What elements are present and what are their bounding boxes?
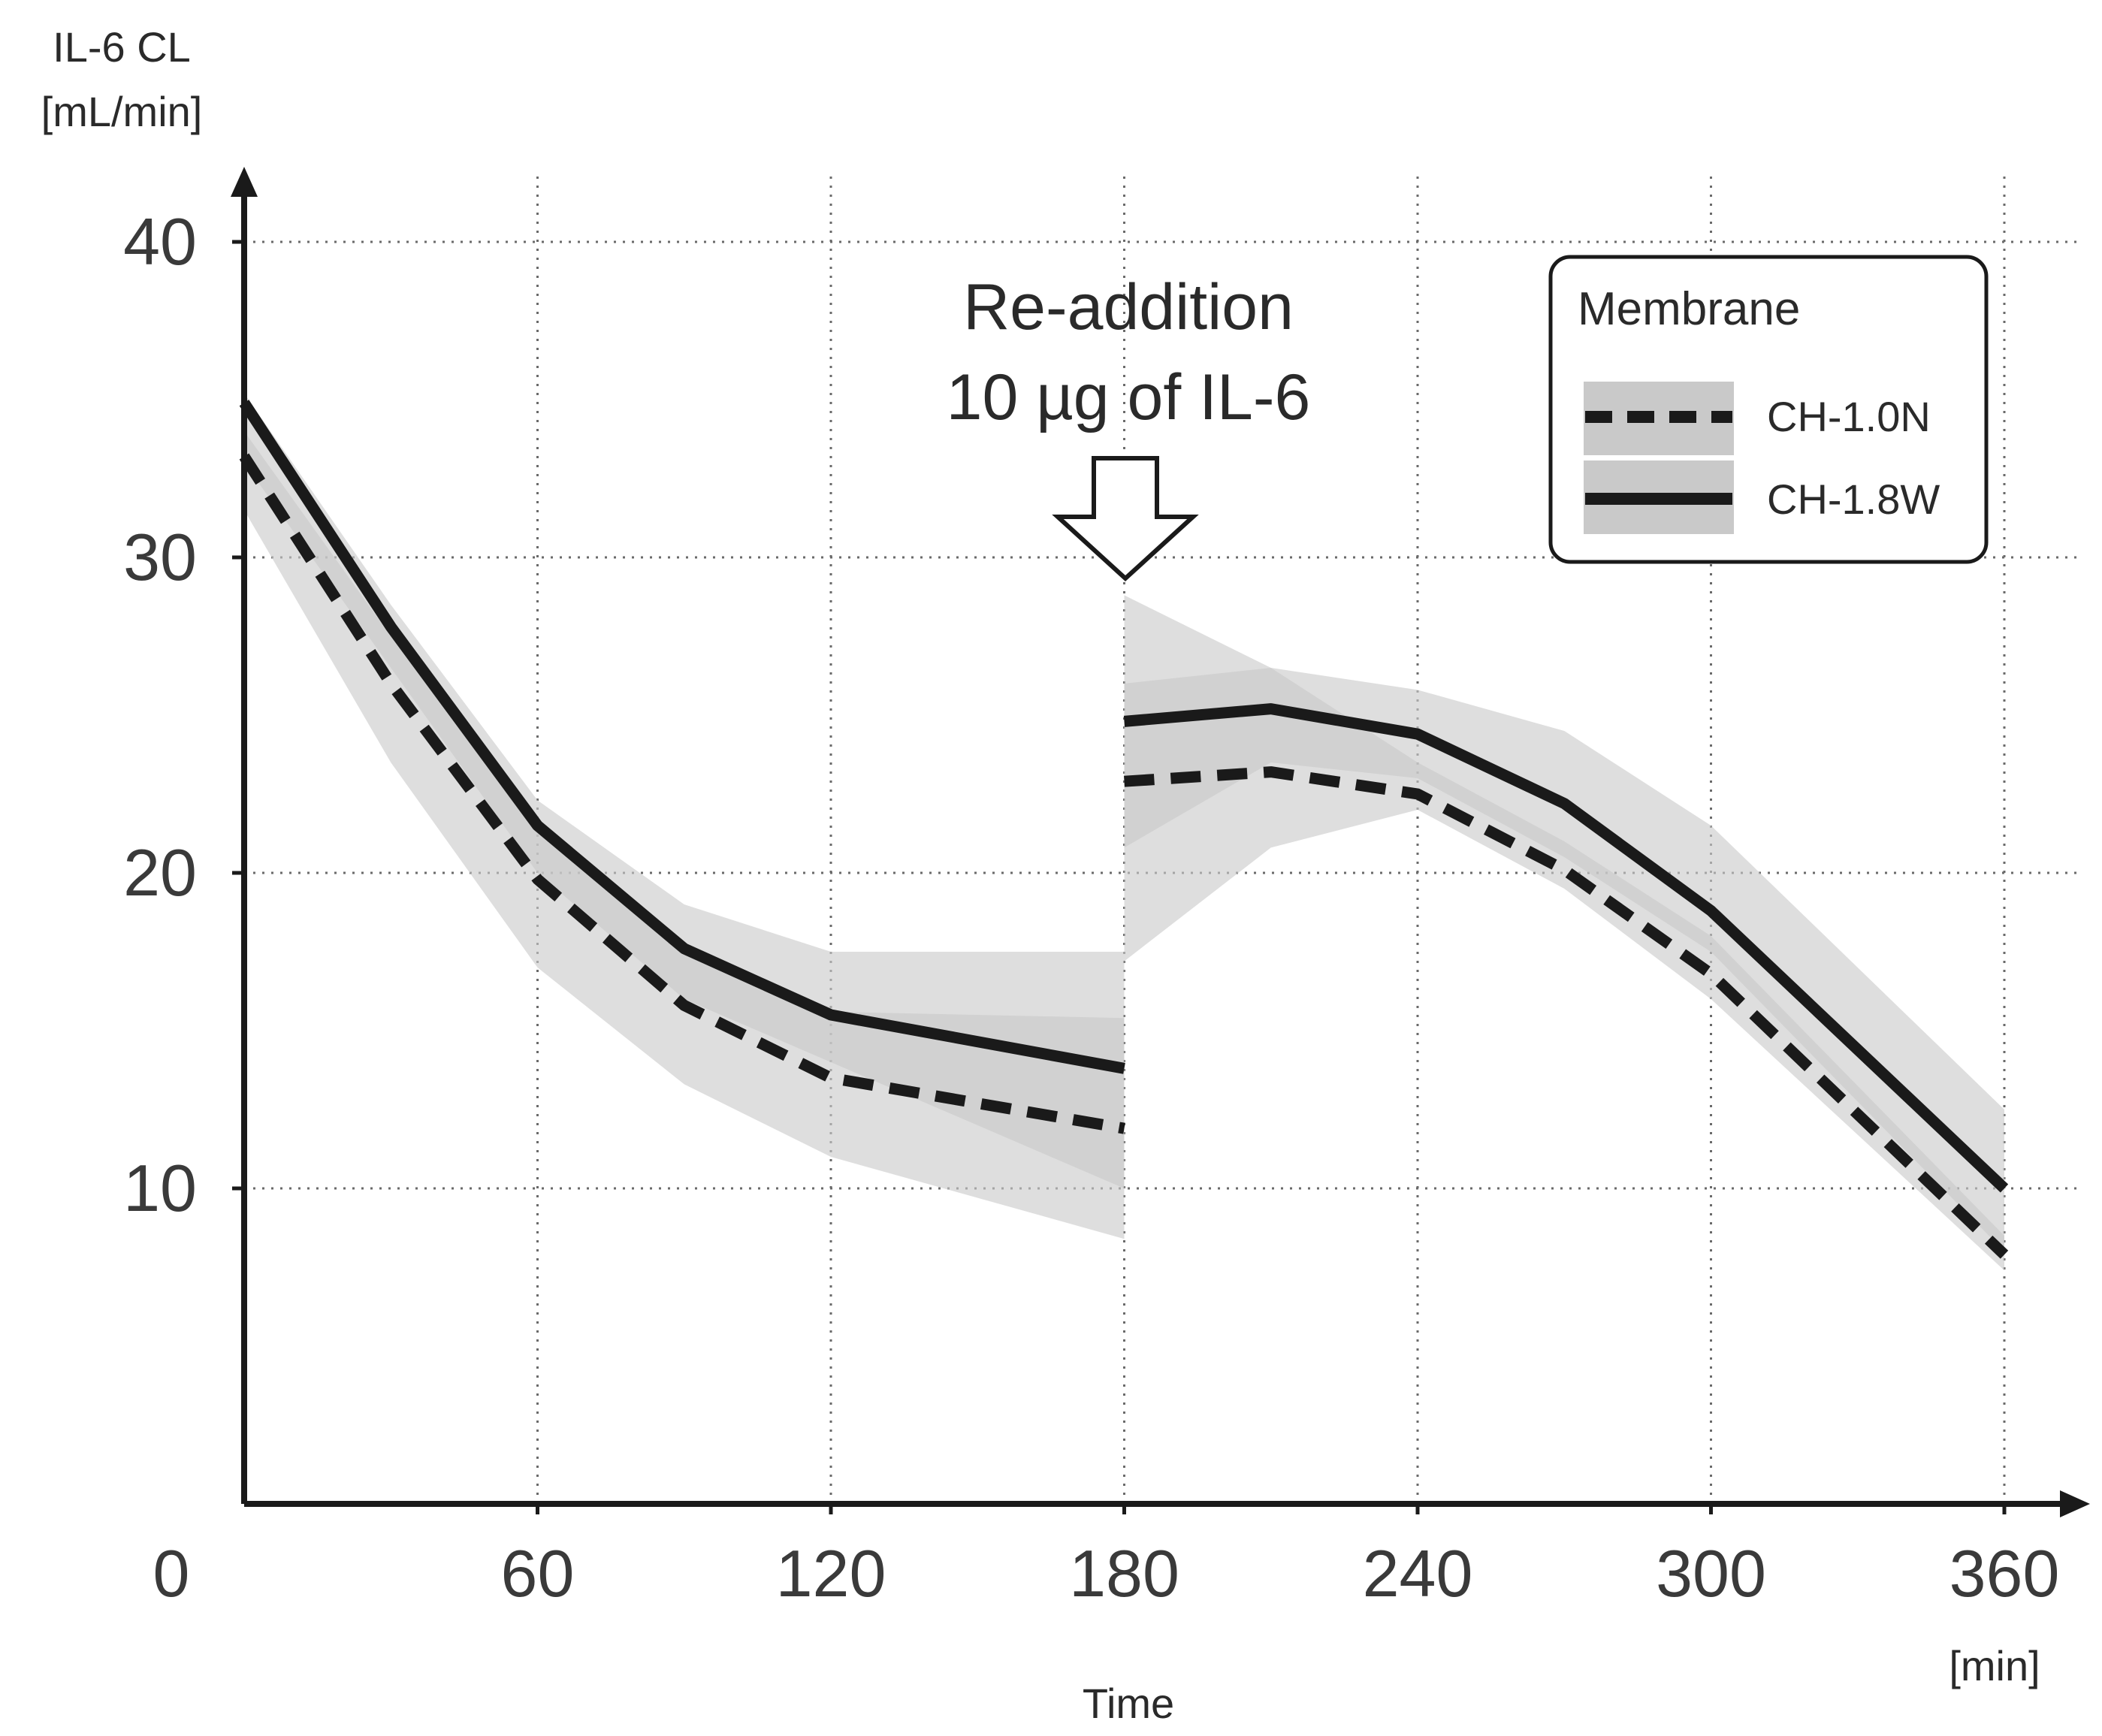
annotation-line2: 10 µg of IL-6 (947, 361, 1311, 433)
legend-title: Membrane (1578, 283, 1800, 335)
x-tick-label: 0 (153, 1536, 190, 1611)
y-axis-arrow-icon (231, 167, 258, 197)
y-tick-label: 20 (123, 835, 197, 910)
line-CH-1.0N (1124, 766, 2009, 1259)
line-CH-1.0N (239, 453, 1125, 1134)
legend-item-ch-1-0n: CH-1.0N (1584, 382, 1931, 455)
legend-label-ch-1-0n: CH-1.0N (1767, 393, 1931, 440)
y-axis-label-line2: [mL/min] (41, 88, 203, 135)
legend-label-ch-1-8w: CH-1.8W (1767, 476, 1940, 523)
x-axis-unit: [min] (1949, 1642, 2040, 1689)
x-tick-label: 360 (1949, 1536, 2060, 1611)
x-axis-label: Time (1083, 1680, 1174, 1727)
y-axis-label: IL-6 CL [mL/min] (41, 23, 203, 135)
band-CH-1.8W (1124, 668, 2004, 1251)
x-tick-label: 60 (501, 1536, 575, 1611)
readdition-annotation: Re-addition 10 µg of IL-6 (947, 271, 1311, 582)
y-tick-label: 40 (123, 204, 197, 279)
band-CH-1.8W (244, 393, 1125, 1188)
y-axis-label-line1: IL-6 CL (53, 23, 191, 71)
annotation-line1: Re-addition (963, 271, 1294, 343)
x-tick-label: 120 (776, 1536, 886, 1611)
series-lines (239, 400, 2009, 1259)
line-CH-1.8W (1123, 703, 2009, 1193)
legend-item-ch-1-8w: CH-1.8W (1584, 460, 1940, 534)
line-CH-1.8W (239, 400, 1125, 1074)
down-arrow-icon (1052, 456, 1199, 582)
legend: Membrane CH-1.0N CH-1.8W (1548, 255, 1989, 564)
y-tick-label: 10 (123, 1151, 197, 1225)
confidence-bands (244, 393, 2004, 1271)
y-tick-label: 30 (123, 520, 197, 594)
x-tick-label: 180 (1069, 1536, 1179, 1611)
tick-labels: 0 60 120 180 240 300 360 10 20 30 40 (123, 204, 2059, 1611)
x-tick-label: 300 (1656, 1536, 1766, 1611)
x-axis-arrow-icon (2060, 1490, 2090, 1517)
x-tick-label: 240 (1363, 1536, 1473, 1611)
axes (231, 167, 2090, 1517)
